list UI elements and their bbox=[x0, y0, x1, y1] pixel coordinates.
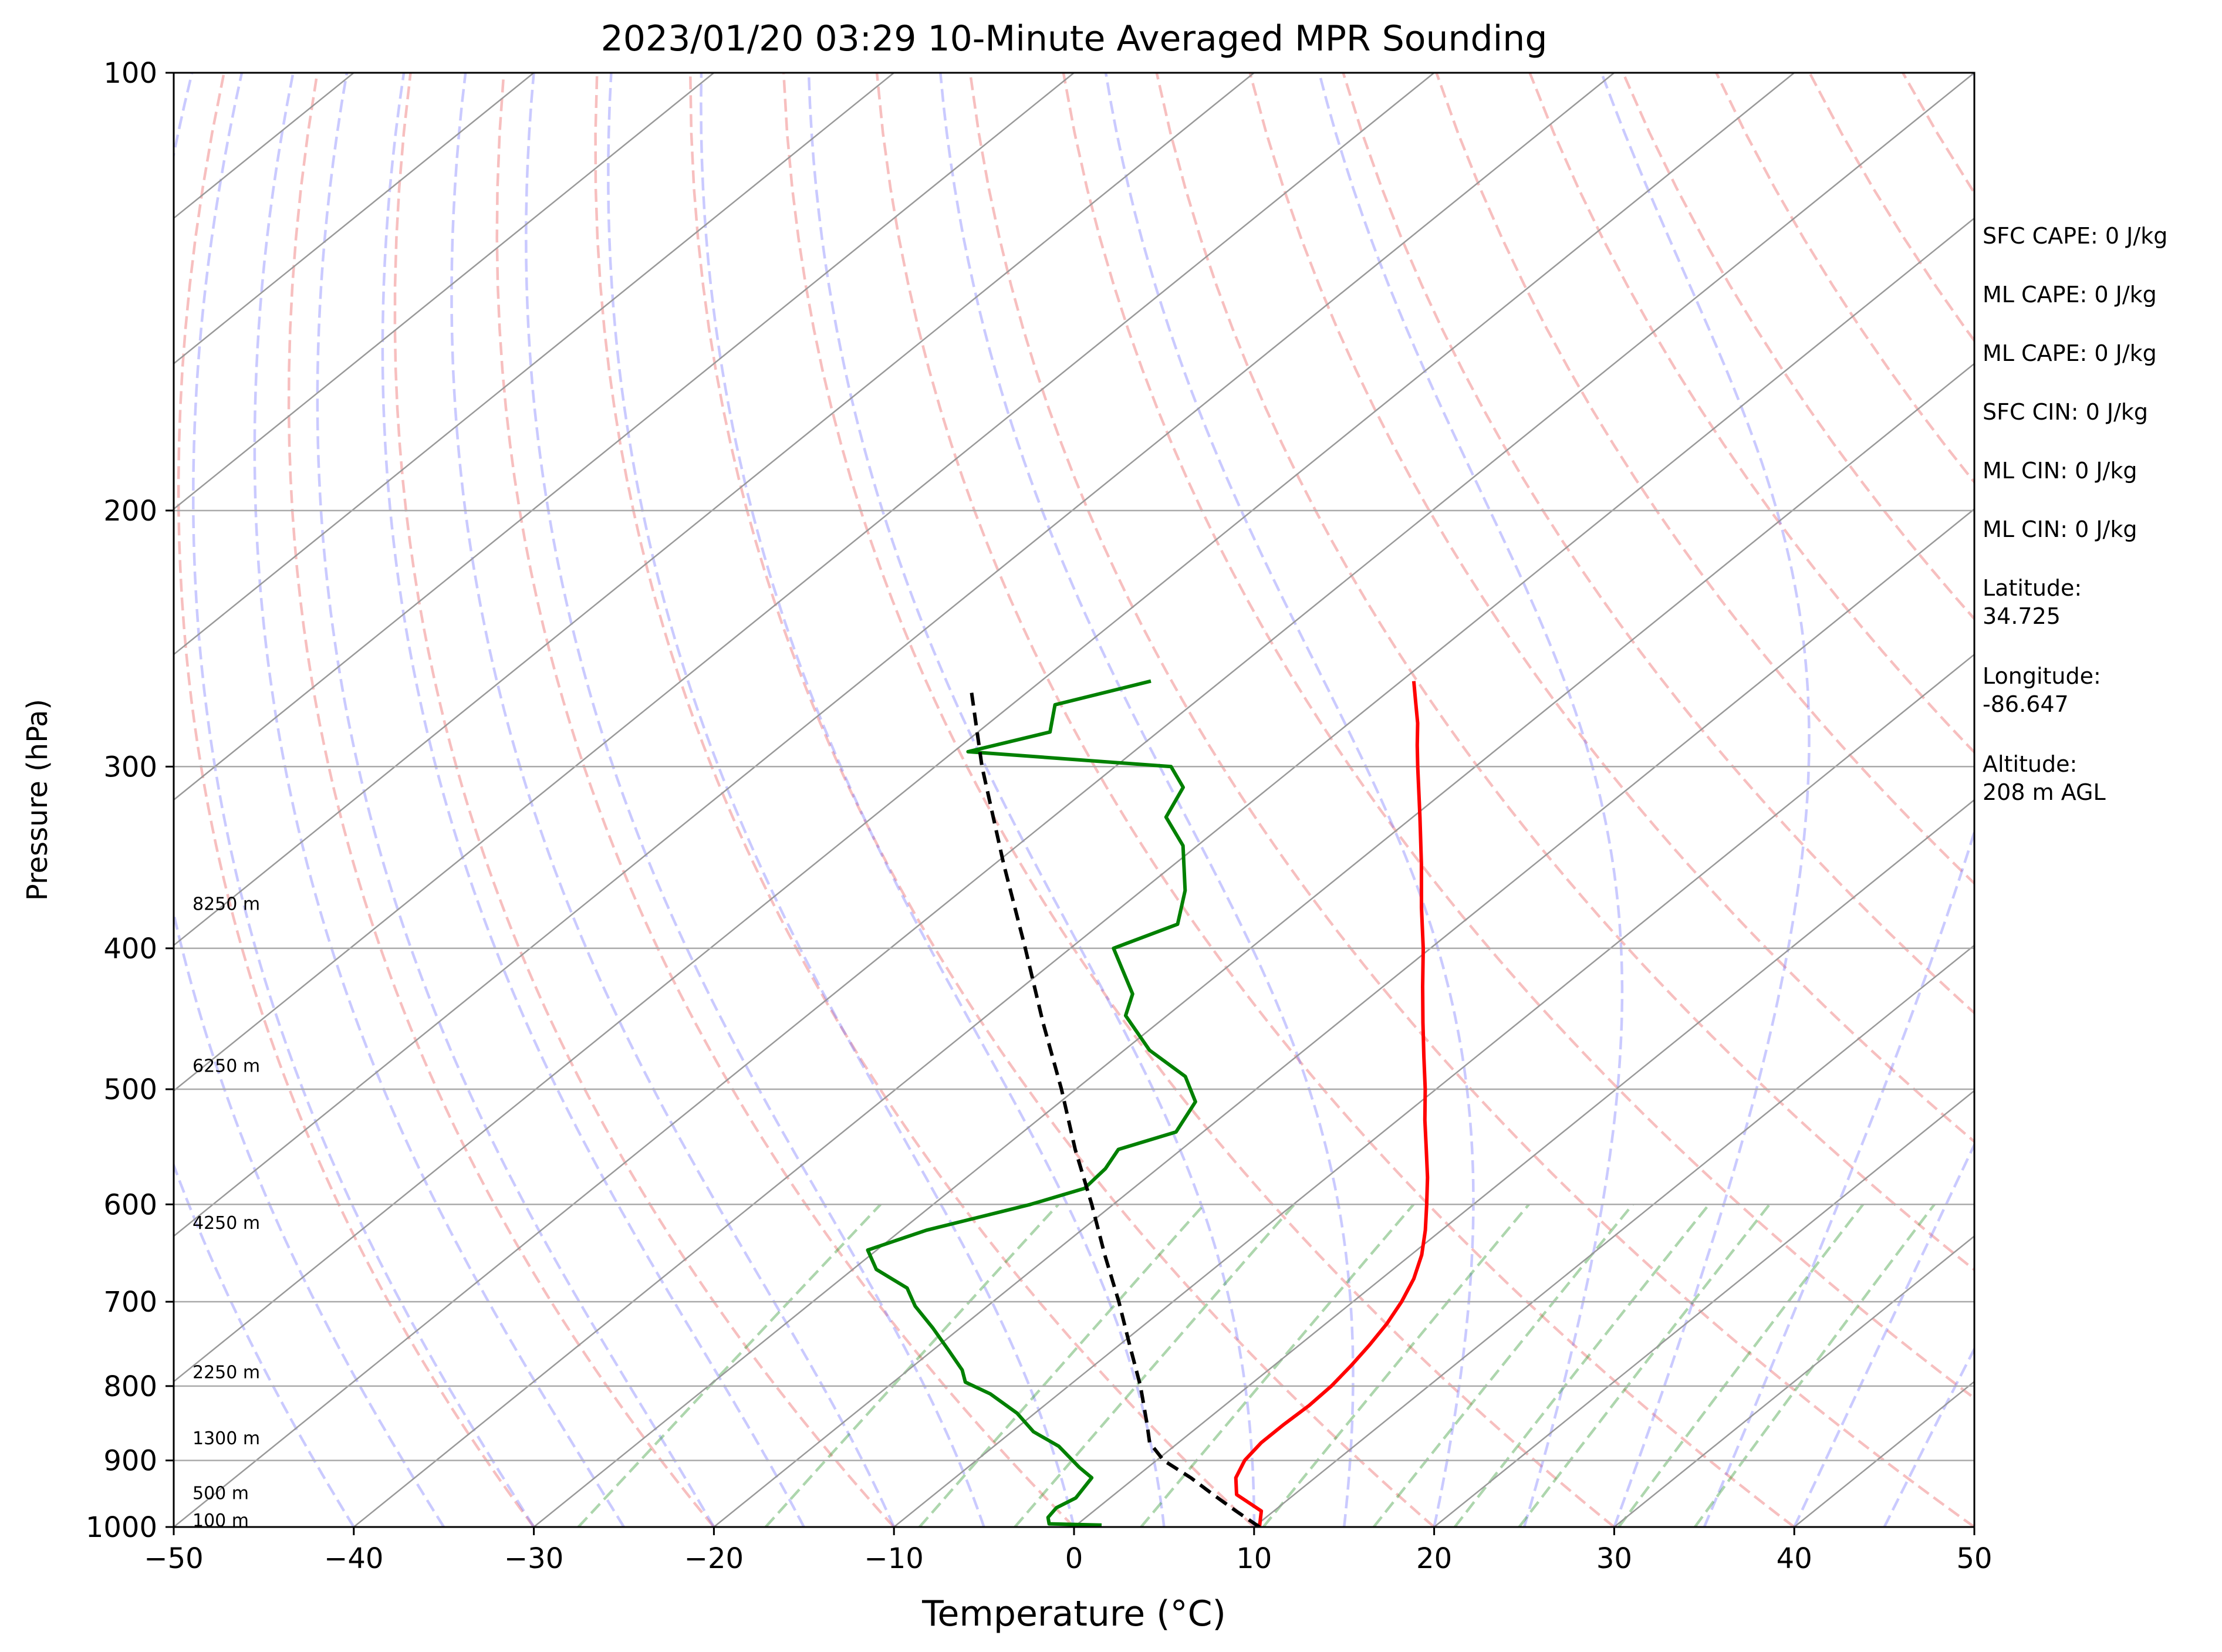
x-tick-label: 0 bbox=[1065, 1542, 1083, 1575]
x-tick-label: 20 bbox=[1416, 1542, 1452, 1575]
x-tick-label: −50 bbox=[144, 1542, 203, 1575]
annotation-text: SFC CAPE: 0 J/kg bbox=[1983, 223, 2167, 249]
x-tick-label: −40 bbox=[324, 1542, 383, 1575]
y-tick-label: 200 bbox=[103, 495, 157, 528]
y-tick-label: 100 bbox=[103, 57, 157, 90]
chart-title: 2023/01/20 03:29 10-Minute Averaged MPR … bbox=[601, 18, 1548, 59]
x-axis-label: Temperature (°C) bbox=[921, 1593, 1226, 1634]
y-tick-label: 400 bbox=[103, 933, 157, 965]
y-tick-label: 800 bbox=[103, 1370, 157, 1403]
y-tick-label: 1000 bbox=[86, 1511, 157, 1544]
annotation-text: ML CAPE: 0 J/kg bbox=[1983, 282, 2157, 308]
x-tick-label: 40 bbox=[1777, 1542, 1812, 1575]
x-tick-label: −20 bbox=[684, 1542, 744, 1575]
height-label: 2250 m bbox=[193, 1363, 260, 1383]
height-label: 500 m bbox=[193, 1484, 249, 1504]
x-tick-label: 10 bbox=[1236, 1542, 1272, 1575]
y-tick-label: 300 bbox=[103, 751, 157, 783]
height-label: 6250 m bbox=[193, 1056, 260, 1077]
y-tick-label: 600 bbox=[103, 1188, 157, 1221]
x-tick-label: −30 bbox=[504, 1542, 563, 1575]
height-label: 100 m bbox=[193, 1511, 249, 1531]
x-tick-label: −10 bbox=[865, 1542, 924, 1575]
annotation-text: ML CIN: 0 J/kg bbox=[1983, 458, 2137, 484]
height-label: 1300 m bbox=[193, 1428, 260, 1449]
y-tick-label: 700 bbox=[103, 1286, 157, 1319]
y-tick-label: 900 bbox=[103, 1445, 157, 1478]
height-label: 4250 m bbox=[193, 1213, 260, 1234]
y-axis-label: Pressure (hPa) bbox=[21, 699, 54, 901]
annotation-text: ML CIN: 0 J/kg bbox=[1983, 516, 2137, 542]
annotation-text: ML CAPE: 0 J/kg bbox=[1983, 340, 2157, 366]
y-tick-label: 500 bbox=[103, 1073, 157, 1106]
height-label: 8250 m bbox=[193, 894, 260, 915]
annotation-text: SFC CIN: 0 J/kg bbox=[1983, 399, 2148, 425]
x-tick-label: 50 bbox=[1956, 1542, 1992, 1575]
x-tick-label: 30 bbox=[1596, 1542, 1632, 1575]
